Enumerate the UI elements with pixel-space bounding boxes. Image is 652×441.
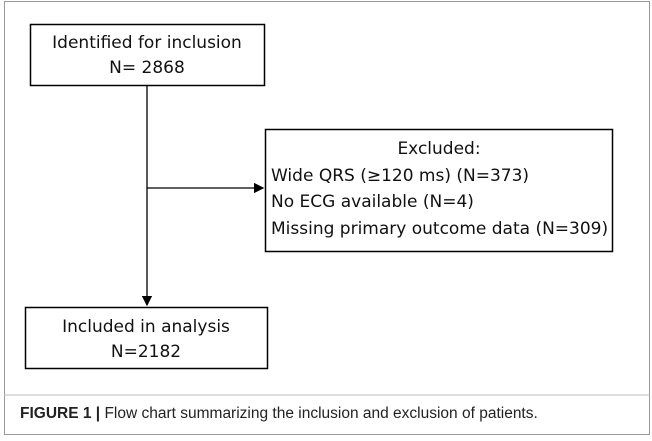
node-text: N=2182 [111, 342, 181, 362]
caption: FIGURE 1 | Flow chart summarizing the in… [20, 405, 538, 422]
node-text: Missing primary outcome data (N=309) [271, 219, 608, 239]
node-box [29, 23, 266, 87]
node-text: Included in analysis [62, 317, 230, 337]
caption-text: Flow chart summarizing the inclusion and… [100, 405, 538, 422]
frame [4, 1, 650, 435]
node-text: Identified for inclusion [52, 33, 242, 53]
node-text: Excluded: [397, 139, 480, 159]
node-text: Wide QRS (≥120 ms) (N=373) [271, 166, 529, 186]
node-text: No ECG available (N=4) [271, 192, 474, 212]
node-box [264, 128, 614, 253]
node-text: N= 2868 [109, 58, 185, 78]
caption-label: FIGURE 1 | [20, 405, 100, 422]
node-box [24, 306, 269, 370]
